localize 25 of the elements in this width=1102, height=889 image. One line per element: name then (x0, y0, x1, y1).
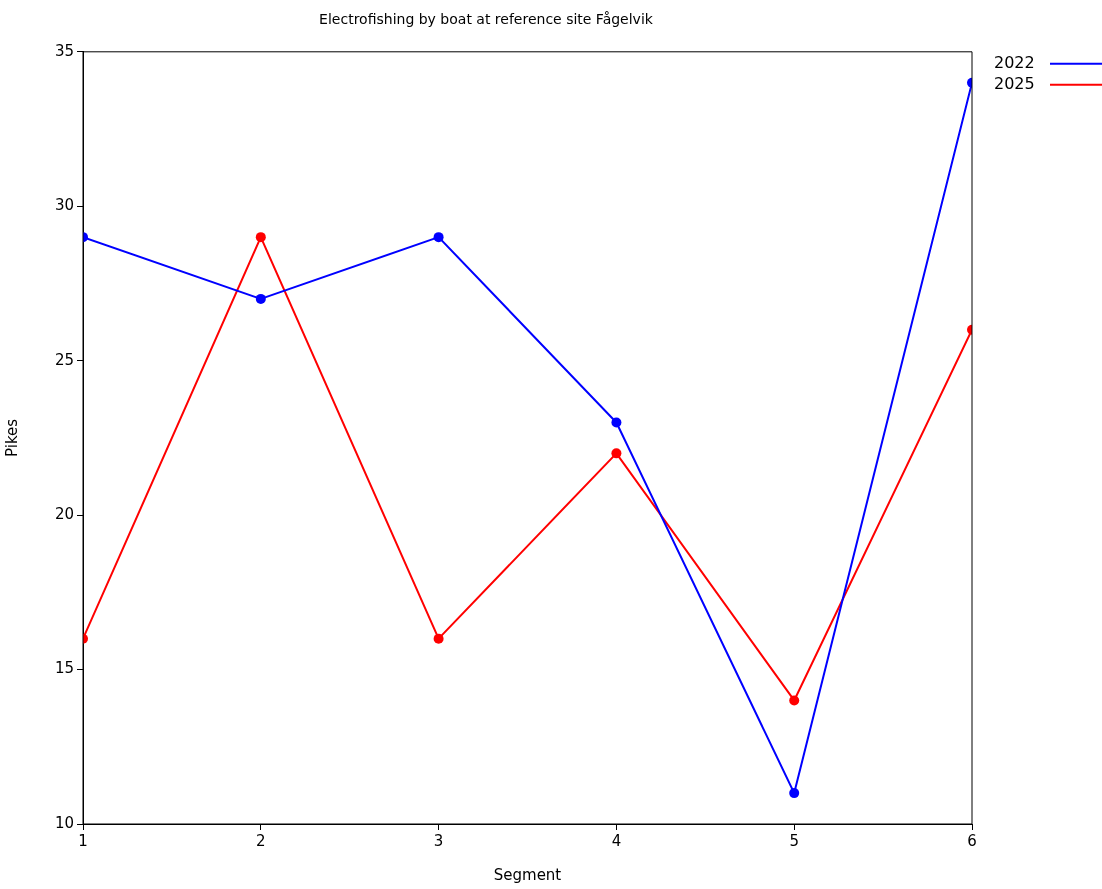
x-axis-title: Segment (493, 865, 562, 884)
y-tick-label: 10 (54, 813, 74, 832)
y-tick-label: 15 (54, 659, 74, 678)
y-axis-title: Pikes (2, 418, 21, 457)
point (611, 417, 622, 428)
y-tick-label: 20 (54, 505, 74, 524)
point (611, 448, 622, 459)
point (433, 232, 444, 243)
chart-title: Electrofishing by boat at reference site Fågelvik (319, 11, 654, 28)
x-tick-label: 1 (78, 831, 88, 850)
x-tick-label: 2 (256, 831, 266, 850)
legend-label: 2025 (994, 73, 1035, 93)
legend-label: 2022 (994, 52, 1035, 72)
x-tick-label: 6 (967, 831, 977, 850)
x-tick-label: 3 (433, 831, 444, 850)
point (433, 633, 444, 644)
y-tick-label: 25 (54, 350, 74, 369)
y-tick-label: 35 (54, 41, 74, 60)
x-tick-label: 5 (789, 831, 799, 850)
x-tick-label: 4 (611, 831, 622, 850)
point (255, 232, 266, 243)
y-tick-label: 30 (54, 196, 74, 215)
point (255, 293, 266, 304)
point (789, 695, 800, 706)
point (789, 788, 800, 799)
